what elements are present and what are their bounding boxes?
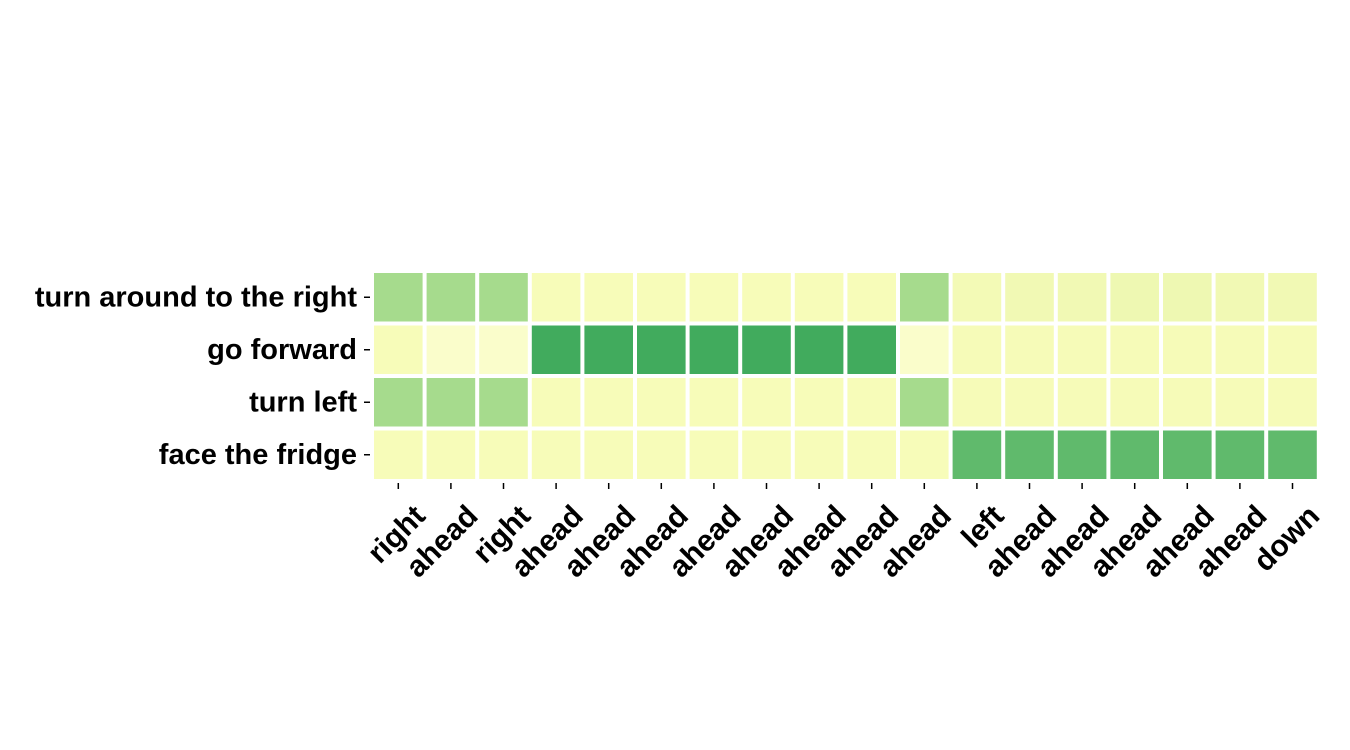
column-labels: rightaheadrightaheadaheadaheadaheadahead…	[361, 483, 1326, 584]
heatmap-cell	[1163, 325, 1212, 374]
heatmap-cell	[374, 273, 423, 322]
heatmap-cell	[1057, 325, 1107, 374]
heatmap-cell	[952, 273, 1002, 322]
heatmap-cell	[426, 430, 476, 479]
heatmap-cell	[689, 430, 739, 479]
heatmap-cell	[426, 325, 476, 374]
heatmap-cell	[1268, 378, 1317, 427]
heatmap-cell	[1110, 325, 1159, 374]
heatmap-cell	[531, 273, 581, 322]
heatmap-cell	[637, 325, 686, 374]
heatmap-cell	[1110, 273, 1159, 322]
heatmap-cell	[374, 325, 423, 374]
heatmap-cell	[1110, 378, 1159, 427]
heatmap-cell	[637, 378, 686, 427]
heatmap-cell	[374, 378, 423, 427]
heatmap-cell	[479, 273, 528, 322]
row-label: turn around to the right	[35, 281, 358, 313]
heatmap-cell	[1268, 325, 1317, 374]
row-labels: turn around to the right go forward turn l…	[35, 281, 370, 471]
heatmap-cell	[900, 378, 949, 427]
heatmap-cell	[689, 378, 739, 427]
heatmap-cell	[1215, 325, 1265, 374]
heatmap-cell	[584, 325, 633, 374]
heatmap-cell	[1057, 273, 1107, 322]
heatmap-cell	[531, 325, 581, 374]
row-label: turn left	[249, 386, 357, 418]
heatmap-cell	[1057, 430, 1107, 479]
heatmap-cell	[479, 378, 528, 427]
heatmap-cell	[952, 430, 1002, 479]
heatmap-cell	[637, 430, 686, 479]
heatmap-cell	[952, 325, 1002, 374]
heatmap-cell	[1215, 430, 1265, 479]
heatmap-cell	[1215, 378, 1265, 427]
heatmap-cell	[847, 430, 896, 479]
heatmap-cell	[1163, 430, 1212, 479]
heatmap-cell	[479, 430, 528, 479]
heatmap-cell	[742, 273, 791, 322]
heatmap-cell	[426, 273, 476, 322]
heatmap-cell	[1215, 273, 1265, 322]
heatmap-cell	[689, 325, 739, 374]
heatmap-cell	[952, 378, 1002, 427]
heatmap-cell	[742, 430, 791, 479]
heatmap-cell	[584, 273, 633, 322]
heatmap-cell	[900, 273, 949, 322]
heatmap-cell	[742, 325, 791, 374]
heatmap-cell	[847, 325, 896, 374]
heatmap-cell	[531, 430, 581, 479]
heatmap-cells	[374, 273, 1317, 479]
heatmap-cell	[1005, 273, 1054, 322]
heatmap-cell	[1163, 273, 1212, 322]
heatmap-cell	[1163, 378, 1212, 427]
heatmap-cell	[1268, 430, 1317, 479]
heatmap-cell	[374, 430, 423, 479]
row-label: go forward	[207, 334, 357, 366]
heatmap-cell	[531, 378, 581, 427]
heatmap-cell	[847, 378, 896, 427]
heatmap-cell	[1005, 430, 1054, 479]
heatmap-cell	[900, 430, 949, 479]
heatmap-cell	[689, 273, 739, 322]
heatmap-cell	[479, 325, 528, 374]
heatmap-cell	[1005, 378, 1054, 427]
heatmap-cell	[1057, 378, 1107, 427]
heatmap-cell	[1110, 430, 1159, 479]
row-label: face the fridge	[159, 439, 357, 471]
heatmap-cell	[584, 430, 633, 479]
heatmap-cell	[794, 273, 844, 322]
heatmap-cell	[794, 430, 844, 479]
heatmap-cell	[426, 378, 476, 427]
heatmap-cell	[900, 325, 949, 374]
heatmap-cell	[847, 273, 896, 322]
heatmap-cell	[1268, 273, 1317, 322]
heatmap-cell	[637, 273, 686, 322]
heatmap-cell	[1005, 325, 1054, 374]
heatmap-cell	[584, 378, 633, 427]
heatmap-cell	[742, 378, 791, 427]
heatmap-cell	[794, 378, 844, 427]
heatmap-cell	[794, 325, 844, 374]
